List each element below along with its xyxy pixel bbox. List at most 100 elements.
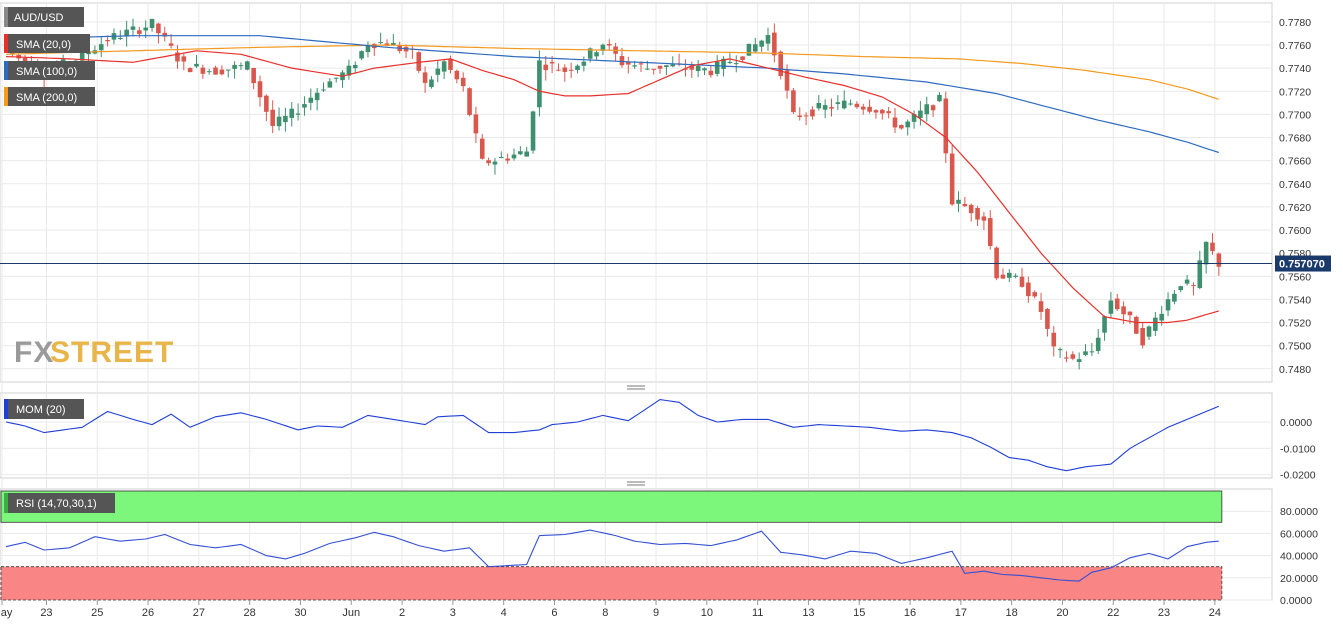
candle-body [562,67,568,72]
x-tick-label: 23 [40,607,52,619]
price-tag-label: 0.757070 [1279,259,1325,271]
svg-text:RSI (14,70,30,1): RSI (14,70,30,1) [16,498,97,510]
candle-body [753,44,758,52]
candle-body [1026,282,1031,297]
candle-body [213,67,218,75]
y-tick-label: 40.0000 [1280,551,1318,563]
candle-body [1153,317,1158,331]
pane-resize-handle[interactable] [627,385,645,390]
svg-text:FX: FX [14,336,54,369]
candle-body [1165,299,1171,311]
symbol-tag[interactable]: AUD/USD [4,7,84,27]
candle-body [416,52,422,71]
candle-body [797,115,803,118]
candle-body [556,69,561,71]
sma200-legend-tag[interactable]: SMA (200,0) [4,87,95,106]
candle-body [289,108,295,118]
candle-body [892,117,898,128]
candle-body [460,77,466,87]
candle-body [784,70,790,91]
y-tick-label: 0.7560 [1279,271,1311,283]
candle-body [200,67,206,74]
candle-body [772,32,777,56]
x-tick-label: 15 [853,607,865,619]
candle-body [365,45,371,53]
candle-body [968,204,974,214]
candle-body [1095,337,1101,351]
candle-body [848,103,853,105]
candle-body [1013,275,1018,277]
candle-body [803,115,809,117]
candle-body [333,77,339,79]
candle-body [308,97,314,103]
candle-body [492,161,498,165]
candle-body [143,27,148,31]
rsi-legend-tag[interactable]: RSI (14,70,30,1) [4,493,115,513]
candle-body [448,59,453,70]
y-tick-label: 0.7660 [1279,156,1311,168]
candle-body [441,61,447,72]
candle-body [283,115,288,123]
y-tick-label: 20.0000 [1280,573,1318,585]
candle-body [257,81,263,98]
candle-body [949,153,955,205]
candle-body [670,64,676,67]
candle-body [245,61,250,70]
candle-body [137,30,142,34]
candle-body [149,18,155,28]
candle-body [918,110,923,118]
candle-body [276,116,282,127]
price-tag-bg [1275,255,1331,272]
y-tick-label: 0.7760 [1279,40,1311,52]
candle-body [645,68,650,70]
candle-body [518,151,523,155]
candle-body [994,247,999,279]
candle-body [962,203,968,207]
candle-body [1210,242,1215,252]
candle-body [816,102,822,109]
candle-body [1045,308,1050,329]
candle-body [473,114,479,134]
y-tick-label: 60.0000 [1280,528,1318,540]
candle-body [1102,316,1107,333]
x-tick-label: 25 [91,607,103,619]
y-tick-label: 0.7620 [1279,202,1311,214]
candle-body [1076,359,1082,362]
sma20-legend-tag[interactable]: SMA (20,0) [4,34,90,53]
sma100-legend-tag[interactable]: SMA (100,0) [4,61,95,80]
mom-legend-tag[interactable]: MOM (20) [4,399,84,419]
current-price-tag: 0.757070 [1275,255,1331,272]
candle-body [1178,286,1184,291]
candle-body [708,70,714,76]
candle-body [206,71,212,73]
x-tick-label: 9 [653,607,659,619]
candle-body [321,89,326,91]
sma200-line [5,44,1219,100]
candle-body [1197,260,1203,288]
candle-body [600,44,606,51]
y-tick-label: 0.7680 [1279,133,1311,145]
candle-body [302,104,307,108]
candle-body [486,160,491,164]
candle-body [1127,311,1133,316]
candle-body [1216,253,1222,267]
pane-resize-handle[interactable] [627,481,645,486]
candle-body [270,109,275,126]
y-tick-label: 0.7780 [1279,17,1311,29]
candle-body [664,65,669,67]
candle-body [530,111,536,151]
candle-body [822,105,828,110]
price-pane [0,2,1273,383]
rsi-overbought-zone [0,490,1223,523]
y-tick-label: 80.0000 [1280,506,1318,518]
candle-body [156,23,161,34]
candle-body [905,121,910,128]
candle-body [943,98,949,154]
candle-body [219,69,225,75]
candle-body [657,65,663,69]
candle-body [886,111,891,114]
candle-body [359,51,364,59]
candle-body [873,110,879,113]
y-tick-label: 0.7520 [1279,318,1311,330]
